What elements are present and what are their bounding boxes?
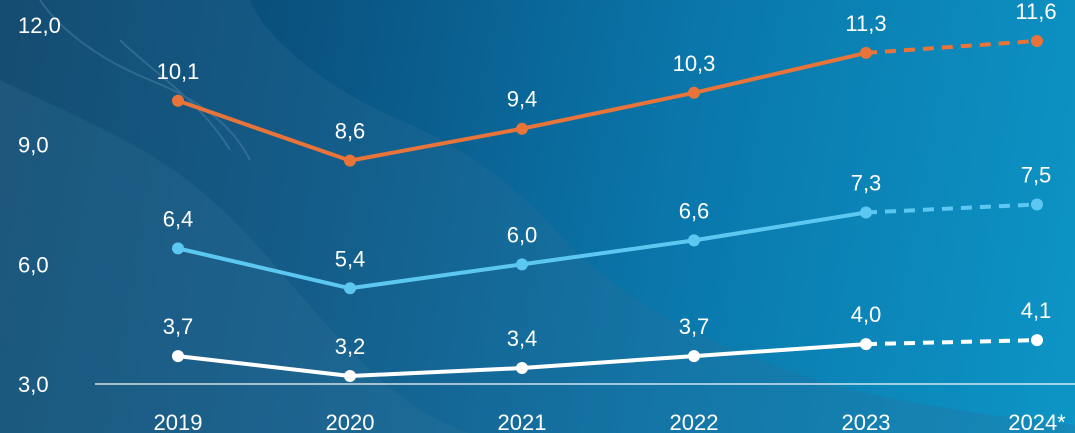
data-point bbox=[516, 122, 528, 135]
label-layer: 10,1 8,6 9,4 10,3 11,3 11,6 6,4 5,4 6,0 6,6 7,3 7,5… bbox=[157, 0, 1057, 359]
series-forecast-line bbox=[865, 338, 1038, 347]
data-point bbox=[688, 234, 700, 247]
data-point bbox=[344, 370, 356, 383]
y-tick-label: 6,0 bbox=[18, 252, 49, 277]
data-label: 3,7 bbox=[679, 314, 710, 339]
data-label: 6,6 bbox=[679, 198, 710, 223]
data-label: 11,3 bbox=[845, 11, 886, 36]
data-point bbox=[1031, 198, 1043, 211]
data-label: 5,4 bbox=[335, 246, 366, 271]
data-label: 10,1 bbox=[157, 59, 200, 84]
data-point bbox=[1031, 334, 1043, 347]
x-tick-label: 2021 bbox=[498, 410, 547, 433]
data-point bbox=[860, 206, 872, 219]
x-tick-label: 2024* bbox=[1008, 410, 1066, 433]
data-point bbox=[688, 86, 700, 99]
data-label: 3,2 bbox=[335, 334, 366, 359]
y-tick-label: 9,0 bbox=[18, 133, 49, 158]
background-map-shape bbox=[0, 80, 470, 433]
data-label: 11,6 bbox=[1015, 0, 1056, 24]
data-label: 9,4 bbox=[507, 87, 538, 112]
data-label: 7,5 bbox=[1021, 163, 1052, 188]
x-tick-label: 2022 bbox=[670, 410, 719, 433]
series-forecast-line bbox=[865, 38, 1038, 55]
data-label: 4,0 bbox=[851, 302, 882, 327]
data-point bbox=[172, 94, 184, 107]
data-label: 8,6 bbox=[335, 119, 366, 144]
data-label: 10,3 bbox=[673, 51, 716, 76]
data-point bbox=[172, 350, 184, 363]
data-point bbox=[1031, 34, 1043, 47]
y-tick-label: 12,0 bbox=[18, 13, 61, 38]
data-point bbox=[860, 46, 872, 59]
series-forecast-line bbox=[865, 202, 1038, 215]
data-label: 3,4 bbox=[507, 326, 538, 351]
data-point bbox=[688, 350, 700, 363]
data-label: 4,1 bbox=[1021, 298, 1052, 323]
data-label: 3,7 bbox=[163, 314, 194, 339]
data-label: 6,0 bbox=[507, 222, 538, 247]
data-point bbox=[516, 258, 528, 271]
series-layer bbox=[172, 34, 1043, 383]
data-point bbox=[172, 242, 184, 255]
y-tick-label: 3,0 bbox=[18, 372, 49, 397]
data-point bbox=[860, 338, 872, 351]
background-map-border bbox=[39, 0, 251, 161]
data-point bbox=[516, 362, 528, 375]
x-tick-label: 2020 bbox=[326, 410, 375, 433]
data-point bbox=[344, 154, 356, 167]
data-label: 7,3 bbox=[851, 170, 882, 195]
axis-layer: 3,0 6,0 9,0 12,0 2019 2020 2021 2022 2023 2024* bbox=[18, 13, 1075, 433]
data-label: 6,4 bbox=[163, 206, 194, 231]
data-point bbox=[344, 282, 356, 295]
x-tick-label: 2023 bbox=[842, 410, 891, 433]
x-tick-label: 2019 bbox=[154, 410, 203, 433]
